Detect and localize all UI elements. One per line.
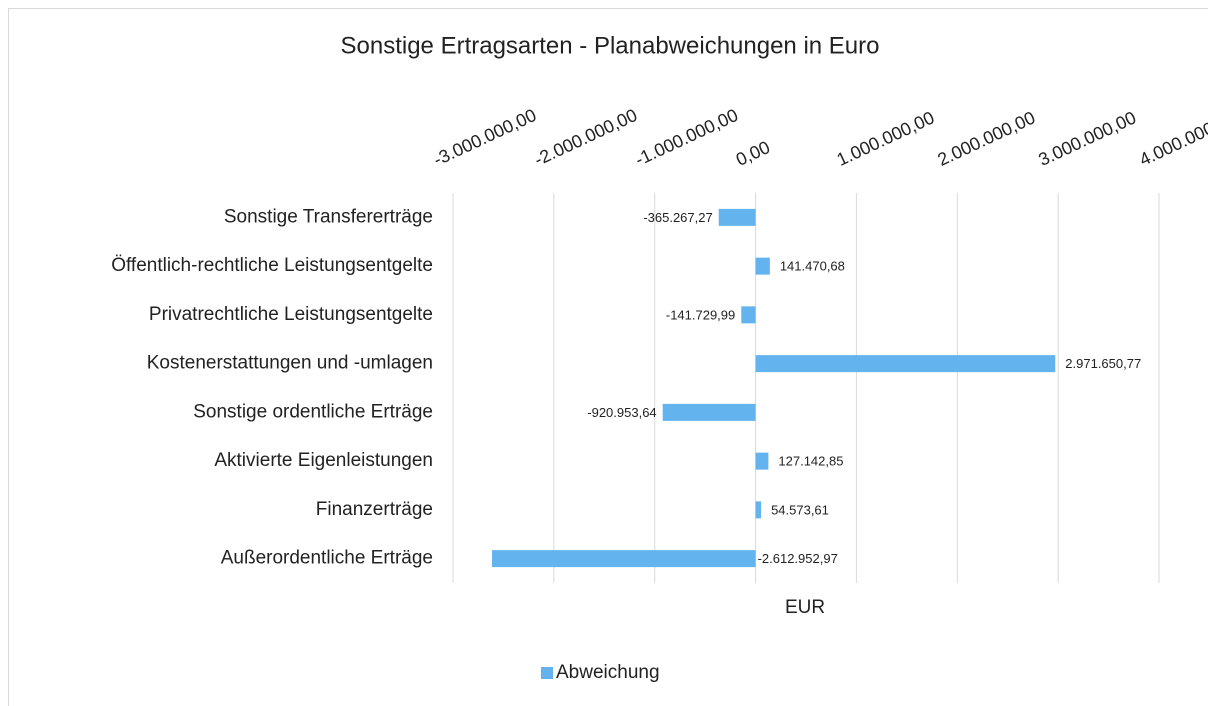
data-label: 127.142,85 xyxy=(778,454,843,469)
bar xyxy=(755,257,770,275)
legend-swatch xyxy=(541,667,553,679)
bar xyxy=(755,452,769,470)
category-label: Kostenerstattungen und -umlagen xyxy=(147,353,433,374)
data-label: -365.267,27 xyxy=(643,210,712,225)
category-label: Sonstige Transfererträge xyxy=(224,206,433,227)
data-label: 2.971.650,77 xyxy=(1065,356,1141,371)
chart-border xyxy=(8,8,1208,706)
data-label: 54.573,61 xyxy=(771,502,829,517)
category-label: Aktivierte Eigenleistungen xyxy=(214,450,433,471)
data-label: -2.612.952,97 xyxy=(758,551,838,566)
data-label: 141.470,68 xyxy=(780,259,845,274)
legend-label: Abweichung xyxy=(556,662,660,683)
category-label: Privatrechtliche Leistungsentgelte xyxy=(149,304,433,325)
chart-title: Sonstige Ertragsarten - Planabweichungen… xyxy=(341,32,880,59)
bar xyxy=(755,355,1056,373)
category-label: Öffentlich-rechtliche Leistungsentgelte xyxy=(111,255,433,276)
x-axis-title: EUR xyxy=(785,597,825,618)
bar xyxy=(662,403,756,421)
data-label: -920.953,64 xyxy=(587,405,656,420)
category-label: Sonstige ordentliche Erträge xyxy=(193,401,433,422)
data-label: -141.729,99 xyxy=(666,307,735,322)
category-label: Außerordentliche Erträge xyxy=(221,548,433,569)
category-label: Finanzerträge xyxy=(316,499,433,520)
bar xyxy=(492,550,756,568)
bar xyxy=(755,501,762,519)
bar xyxy=(718,208,756,226)
bar xyxy=(741,306,756,324)
